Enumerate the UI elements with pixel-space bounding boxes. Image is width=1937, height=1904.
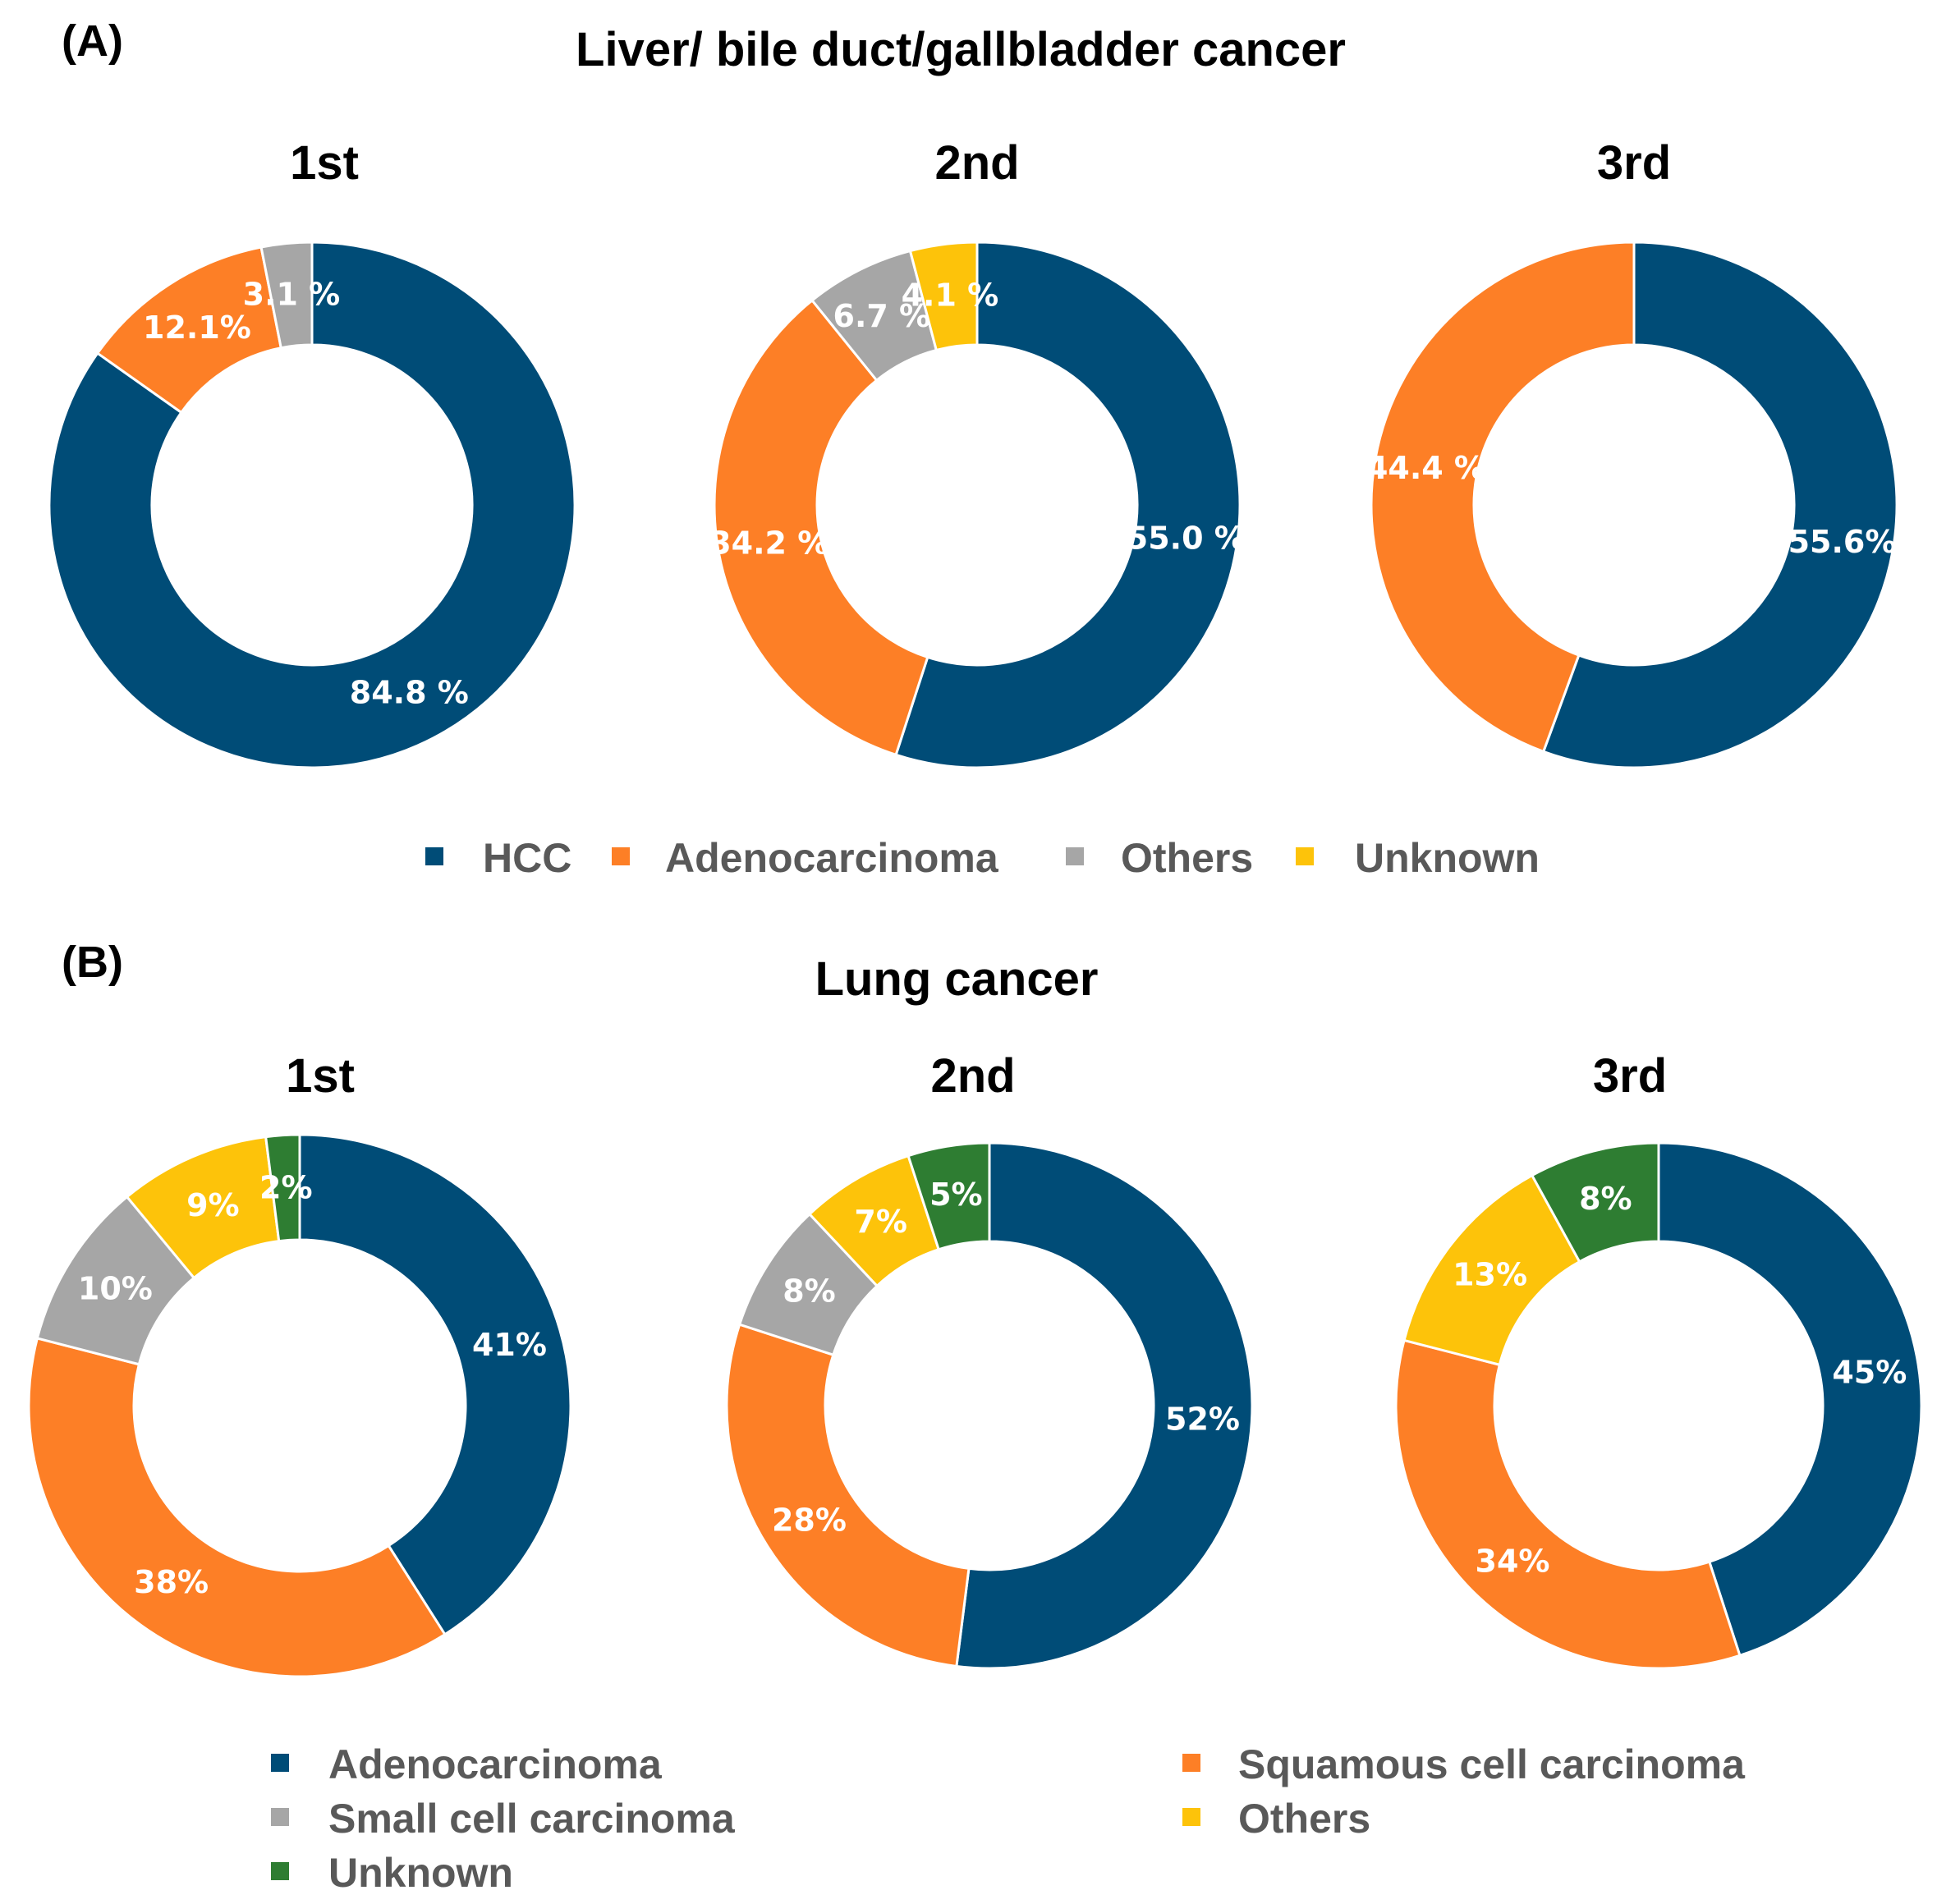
slice-label-others: 6.7 %: [833, 298, 931, 334]
slice-others: [259, 241, 314, 350]
legend-a-label-others: Others: [1121, 835, 1253, 881]
slice-unknown: [908, 241, 979, 352]
slice-label-adenocarcinoma: 45%: [1832, 1354, 1907, 1390]
slice-label-small-cell-carcinoma: 8%: [783, 1273, 836, 1310]
slice-squamous-cell-carcinoma: [27, 1337, 447, 1678]
slice-adenocarcinoma: [1370, 241, 1636, 754]
donut-lung-1st: 41% 38% 10% 9% 2%: [27, 1133, 572, 1678]
donut-liver-2nd: 55.0 % 34.2 % 6.7 %4.1 %: [709, 241, 1246, 769]
legend-b-swatch-others: [1182, 1808, 1200, 1826]
slice-squamous-cell-carcinoma: [725, 1323, 971, 1668]
slice-label-squamous-cell-carcinoma: 38%: [134, 1564, 209, 1600]
donut-title-a3: 3rd: [1597, 136, 1671, 190]
legend-b-label-small: Small cell carcinoma: [328, 1796, 736, 1842]
legend-b-swatch-squamous: [1182, 1754, 1200, 1772]
slice-label-hcc: 55.0 %: [1127, 520, 1246, 556]
slice-adenocarcinoma: [713, 298, 929, 757]
legend-a-swatch-others: [1066, 847, 1084, 865]
slice-hcc: [1541, 241, 1898, 769]
legend-b-swatch-small: [271, 1808, 289, 1826]
slice-label-adenocarcinoma: 34.2 %: [709, 525, 829, 562]
slice-adenocarcinoma: [298, 1133, 572, 1636]
slice-label-unknown: 5%: [929, 1177, 983, 1213]
slice-label-others: 9%: [186, 1187, 240, 1223]
donut-title-a2: 2nd: [934, 136, 1019, 190]
legend-a-label-unknown: Unknown: [1355, 835, 1540, 881]
donut-lung-3rd: 45% 34% 13% 8%: [1394, 1141, 1923, 1670]
donut-lung-2nd: 52% 28% 8% 7% 5%: [725, 1141, 1254, 1670]
slice-label-hcc: 55.6%: [1788, 524, 1897, 560]
panel-b-title: Lung cancer: [815, 952, 1099, 1006]
panel-a-letter: (A): [62, 16, 123, 66]
donut-liver-3rd: 55.6% 44.4 %: [1366, 241, 1898, 769]
legend-b: Adenocarcinoma Squamous cell carcinoma S…: [271, 1741, 1746, 1896]
slice-label-unknown: 8%: [1579, 1181, 1632, 1217]
slice-label-others: 3.1 %: [243, 277, 341, 313]
slice-label-adenocarcinoma: 52%: [1165, 1401, 1240, 1437]
legend-a-swatch-adeno: [612, 847, 630, 865]
slice-label-small-cell-carcinoma: 10%: [78, 1270, 153, 1306]
legend-a-swatch-unknown: [1296, 847, 1314, 865]
slice-label-squamous-cell-carcinoma: 28%: [772, 1502, 847, 1538]
donut-title-a1: 1st: [290, 136, 359, 190]
slice-adenocarcinoma: [1657, 1141, 1923, 1658]
slice-label-hcc: 84.8 %: [350, 675, 469, 711]
legend-a-label-adeno: Adenocarcinoma: [665, 835, 999, 881]
panel-b-letter: (B): [62, 938, 123, 987]
slice-adenocarcinoma: [955, 1141, 1254, 1670]
legend-b-label-others: Others: [1238, 1796, 1370, 1842]
donut-title-b2: 2nd: [930, 1049, 1015, 1103]
slice-unknown: [1530, 1141, 1660, 1264]
slice-hcc: [894, 241, 1242, 769]
slice-unknown: [264, 1133, 301, 1243]
donut-title-b3: 3rd: [1593, 1049, 1667, 1103]
legend-b-label-unknown: Unknown: [328, 1850, 513, 1896]
slice-squamous-cell-carcinoma: [1394, 1338, 1742, 1670]
legend-a-label-hcc: HCC: [483, 835, 571, 881]
slice-label-others: 13%: [1453, 1257, 1527, 1293]
slice-label-squamous-cell-carcinoma: 34%: [1476, 1544, 1550, 1580]
legend-a: HCC Adenocarcinoma Others Unknown: [425, 835, 1540, 881]
slice-label-adenocarcinoma: 12.1%: [143, 310, 251, 346]
legend-b-swatch-adeno: [271, 1754, 289, 1772]
slice-label-unknown: 2%: [259, 1170, 313, 1206]
legend-b-label-squamous: Squamous cell carcinoma: [1238, 1741, 1746, 1787]
legend-b-label-adeno: Adenocarcinoma: [328, 1741, 663, 1787]
slice-label-others: 7%: [854, 1204, 907, 1240]
donut-liver-1st: 84.8 % 12.1%3.1 %: [48, 241, 576, 769]
panel-a-title: Liver/ bile duct/gallbladder cancer: [576, 23, 1346, 76]
legend-b-swatch-unknown: [271, 1862, 289, 1880]
slice-label-adenocarcinoma: 44.4 %: [1366, 450, 1485, 486]
slice-unknown: [907, 1141, 991, 1251]
legend-a-swatch-hcc: [425, 847, 443, 865]
slice-label-unknown: 4.1 %: [902, 278, 999, 314]
slice-label-adenocarcinoma: 41%: [472, 1327, 547, 1363]
slice-hcc: [48, 241, 576, 769]
donut-title-b1: 1st: [286, 1049, 355, 1103]
